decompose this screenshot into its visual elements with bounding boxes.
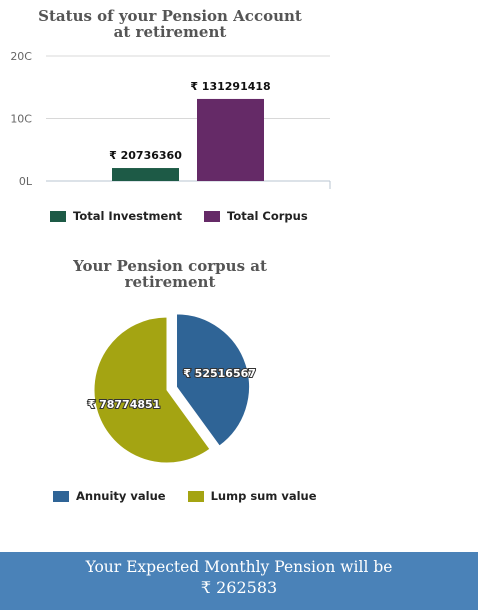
y-tick-label: 10C bbox=[10, 113, 32, 126]
bar-chart: 0L 10C 20C ₹ 20736360 ₹ 131291418 bbox=[10, 50, 331, 189]
legend-swatch-annuity-value bbox=[53, 490, 69, 502]
pie-chart-title-line-1: Your Pension corpus at bbox=[73, 257, 267, 275]
pie-chart: ₹ 52516567 ₹ 78774851 bbox=[87, 313, 257, 464]
data-label-total-corpus: ₹ 131291418 bbox=[190, 80, 270, 93]
pie-chart-title-line-2: retirement bbox=[124, 273, 216, 291]
monthly-pension-banner: Your Expected Monthly Pension will be ₹ … bbox=[0, 552, 478, 610]
bar-chart-title: Status of your Pension Account at retire… bbox=[0, 8, 340, 40]
slice-annuity-value[interactable] bbox=[176, 313, 250, 447]
slice-label-annuity-value: ₹ 52516567 bbox=[183, 367, 256, 380]
pie-chart-legend: Annuity value Lump sum value bbox=[53, 489, 339, 503]
bar-total-investment[interactable] bbox=[112, 168, 179, 181]
legend-item-lump-sum-value[interactable]: Lump sum value bbox=[187, 489, 317, 503]
legend-label-lump-sum-value: Lump sum value bbox=[210, 489, 317, 503]
bar-chart-title-line-1: Status of your Pension Account bbox=[38, 7, 302, 25]
legend-label-total-investment: Total Investment bbox=[73, 209, 182, 223]
legend-swatch-lump-sum-value bbox=[187, 490, 204, 502]
legend-item-annuity-value[interactable]: Annuity value bbox=[53, 489, 166, 503]
bar-total-corpus[interactable] bbox=[197, 98, 264, 181]
legend-swatch-total-investment bbox=[50, 210, 66, 222]
bar-chart-title-line-2: at retirement bbox=[113, 23, 227, 41]
legend-label-annuity-value: Annuity value bbox=[76, 489, 166, 503]
data-label-total-investment: ₹ 20736360 bbox=[109, 149, 182, 162]
legend-swatch-total-corpus bbox=[204, 210, 220, 222]
y-tick-label: 20C bbox=[10, 50, 32, 63]
pie-chart-title: Your Pension corpus at retirement bbox=[0, 258, 340, 290]
monthly-pension-amount: ₹ 262583 bbox=[200, 578, 278, 597]
slice-lump-sum-value[interactable] bbox=[93, 316, 211, 464]
legend-label-total-corpus: Total Corpus bbox=[227, 209, 308, 223]
slice-label-lump-sum-value: ₹ 78774851 bbox=[88, 398, 161, 411]
bar-chart-legend: Total Investment Total Corpus bbox=[50, 209, 330, 223]
y-tick-label: 0L bbox=[19, 175, 33, 188]
monthly-pension-caption: Your Expected Monthly Pension will be bbox=[85, 558, 393, 576]
legend-item-total-investment[interactable]: Total Investment bbox=[50, 209, 182, 223]
legend-item-total-corpus[interactable]: Total Corpus bbox=[204, 209, 308, 223]
